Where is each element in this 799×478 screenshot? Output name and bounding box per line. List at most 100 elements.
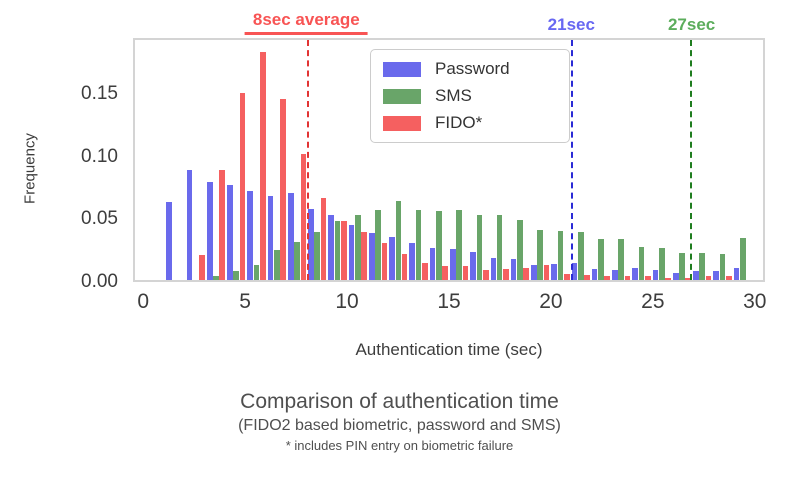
bar-sms-bin-9 [334, 220, 341, 280]
average-line-27sec [690, 40, 693, 280]
x-tick-0: 0 [137, 290, 150, 313]
bar-fido-bin-7 [300, 154, 307, 280]
bar-fido-bin-20 [563, 273, 570, 280]
bar-password-bin-4 [227, 185, 233, 280]
bar-password-bin-2 [186, 170, 193, 280]
bar-sms-bin-4 [233, 271, 240, 280]
bar-fido-bin-10 [361, 232, 367, 280]
average-line-8sec-average [307, 40, 310, 280]
plot-area: Password SMS FIDO* [133, 38, 765, 282]
bar-sms-bin-18 [517, 219, 523, 280]
bar-fido-bin-2 [199, 255, 205, 280]
bar-password-bin-16 [470, 251, 476, 280]
legend-swatch-icon [383, 88, 421, 104]
x-tick-5: 5 [239, 290, 251, 313]
bar-fido-bin-15 [462, 266, 469, 280]
bar-sms-bin-17 [496, 214, 503, 280]
bar-sms-bin-27 [699, 252, 706, 280]
caption-title: Comparison of authentication time [240, 390, 559, 413]
average-label-27sec: 27sec [667, 15, 716, 34]
bar-sms-bin-19 [537, 229, 543, 280]
bar-sms-bin-25 [658, 248, 665, 280]
legend-label: Password [435, 59, 510, 78]
bar-sms-bin-26 [679, 252, 685, 280]
bar-fido-bin-26 [685, 277, 692, 280]
bar-fido-bin-13 [422, 262, 428, 280]
y-tick-0.05: 0.05 [81, 208, 118, 230]
x-axis-ticks: 0 5 10 15 20 25 30 [133, 290, 767, 320]
bar-sms-bin-16 [476, 214, 483, 280]
bar-sms-bin-23 [618, 239, 625, 280]
x-tick-10: 10 [335, 290, 359, 313]
bar-fido-bin-27 [705, 276, 712, 280]
bar-password-bin-1 [166, 202, 173, 280]
average-label-8sec-average: 8sec average [244, 10, 368, 35]
bar-password-bin-26 [672, 272, 679, 280]
y-axis-title: Frequency [21, 133, 39, 204]
bar-sms-bin-10 [355, 214, 361, 280]
bar-password-bin-8 [308, 208, 314, 280]
bar-password-bin-11 [368, 233, 375, 280]
bar-sms-bin-24 [638, 246, 645, 280]
vline-annotations-layer: 8sec average 21sec 27sec [133, 0, 765, 38]
x-tick-20: 20 [539, 290, 563, 313]
x-axis-title: Authentication time (sec) [355, 340, 543, 359]
legend-swatch-icon [383, 61, 421, 77]
bar-sms-bin-21 [577, 232, 584, 280]
legend-label: FIDO* [435, 113, 483, 132]
bar-fido-bin-5 [259, 52, 266, 280]
bar-sms-bin-12 [395, 201, 402, 280]
y-axis-ticks: 0.00 0.05 0.10 0.15 [0, 38, 126, 292]
bar-password-bin-23 [612, 270, 618, 280]
bar-password-bin-29 [733, 267, 740, 280]
bar-sms-bin-7 [294, 241, 300, 280]
bar-password-bin-24 [632, 267, 638, 280]
bar-sms-bin-6 [273, 250, 280, 280]
bar-sms-bin-13 [415, 209, 422, 280]
caption-subtitle: (FIDO2 based biometric, password and SMS… [238, 417, 561, 434]
x-tick-30: 30 [743, 290, 767, 313]
bar-password-bin-9 [328, 214, 335, 280]
bar-fido-bin-6 [280, 99, 286, 280]
bar-fido-bin-3 [219, 170, 226, 280]
x-tick-25: 25 [641, 290, 665, 313]
y-tick-0.15: 0.15 [81, 83, 118, 105]
bar-sms-bin-8 [314, 232, 321, 280]
average-label-21sec: 21sec [547, 15, 595, 34]
legend-item-password: Password [383, 59, 557, 79]
bar-password-bin-18 [510, 259, 517, 280]
bar-fido-bin-18 [523, 267, 530, 280]
bar-fido-bin-8 [320, 197, 327, 280]
bar-password-bin-22 [591, 268, 598, 280]
legend: Password SMS FIDO* [370, 49, 570, 143]
legend-label: SMS [435, 86, 472, 105]
bar-password-bin-13 [409, 243, 416, 280]
bar-sms-bin-5 [253, 265, 260, 280]
x-tick-15: 15 [437, 290, 461, 313]
bar-fido-bin-11 [381, 243, 388, 280]
caption: Comparison of authentication time (FIDO2… [0, 388, 799, 455]
bar-fido-bin-21 [584, 275, 590, 280]
bar-password-bin-25 [652, 270, 659, 280]
bar-fido-bin-16 [482, 270, 489, 280]
bar-sms-bin-3 [213, 276, 219, 280]
bar-password-bin-27 [693, 271, 699, 280]
bar-password-bin-7 [287, 192, 294, 280]
average-line-21sec [570, 40, 573, 280]
bar-password-bin-5 [247, 191, 254, 280]
y-tick-0.10: 0.10 [81, 145, 118, 167]
bar-password-bin-17 [490, 257, 497, 280]
legend-item-sms: SMS [383, 86, 557, 106]
bar-sms-bin-29 [739, 238, 746, 280]
bar-password-bin-20 [551, 264, 557, 280]
bar-fido-bin-19 [543, 265, 550, 280]
bar-sms-bin-22 [598, 239, 604, 280]
bar-password-bin-12 [389, 236, 395, 280]
bar-password-bin-6 [267, 196, 274, 280]
bar-sms-bin-11 [375, 209, 381, 280]
bar-fido-bin-9 [341, 220, 347, 280]
bar-password-bin-15 [450, 249, 456, 280]
bar-sms-bin-15 [456, 209, 462, 280]
bar-fido-bin-23 [624, 276, 631, 280]
